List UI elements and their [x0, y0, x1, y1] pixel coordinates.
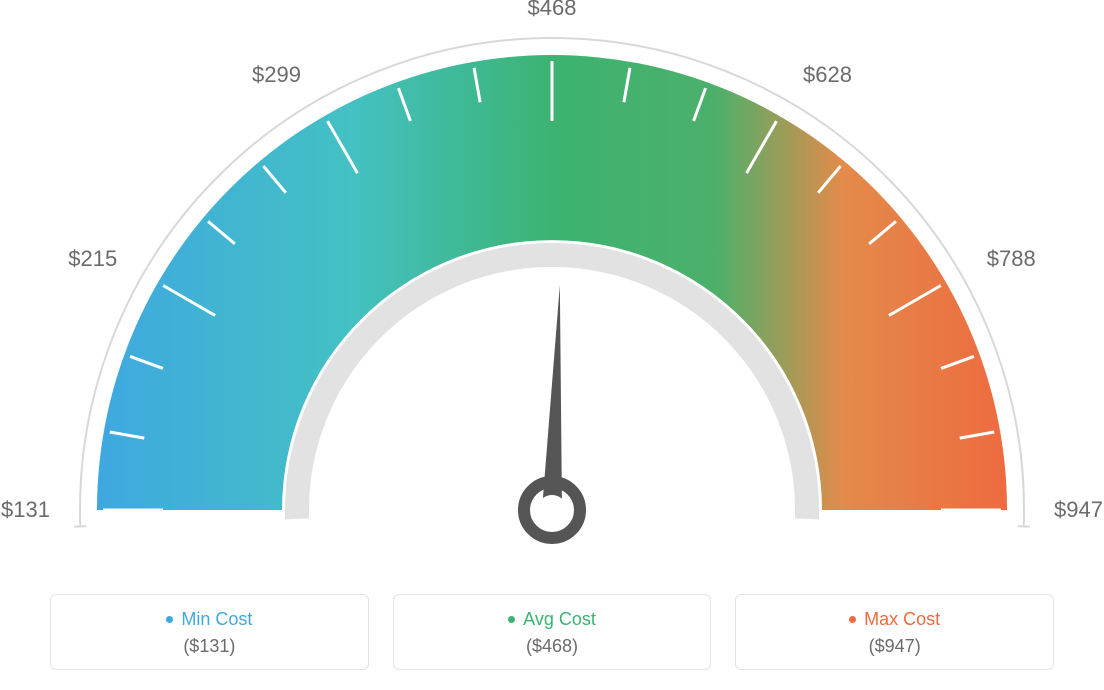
legend-dot-min: [166, 616, 173, 623]
legend-label-avg: Avg Cost: [523, 609, 596, 630]
legend-value-max: ($947): [736, 636, 1053, 657]
gauge-tick-label: $299: [252, 62, 301, 88]
legend-card-max: Max Cost ($947): [735, 594, 1054, 670]
legend-label-min: Min Cost: [181, 609, 252, 630]
legend-row: Min Cost ($131) Avg Cost ($468) Max Cost…: [50, 594, 1054, 670]
legend-card-min: Min Cost ($131): [50, 594, 369, 670]
gauge-tick-label: $131: [1, 497, 50, 523]
legend-label-max: Max Cost: [864, 609, 940, 630]
gauge-svg: [0, 0, 1104, 560]
gauge-tick-label: $788: [987, 246, 1036, 272]
gauge-tick-label: $628: [803, 62, 852, 88]
legend-dot-avg: [508, 616, 515, 623]
legend-value-min: ($131): [51, 636, 368, 657]
gauge-tick-label: $215: [68, 246, 117, 272]
cost-gauge: $131 $215 $299 $468 $628 $788 $947: [0, 0, 1104, 560]
legend-card-avg: Avg Cost ($468): [393, 594, 712, 670]
gauge-tick-label: $468: [528, 0, 577, 21]
legend-value-avg: ($468): [394, 636, 711, 657]
legend-dot-max: [849, 616, 856, 623]
gauge-tick-label: $947: [1054, 497, 1103, 523]
